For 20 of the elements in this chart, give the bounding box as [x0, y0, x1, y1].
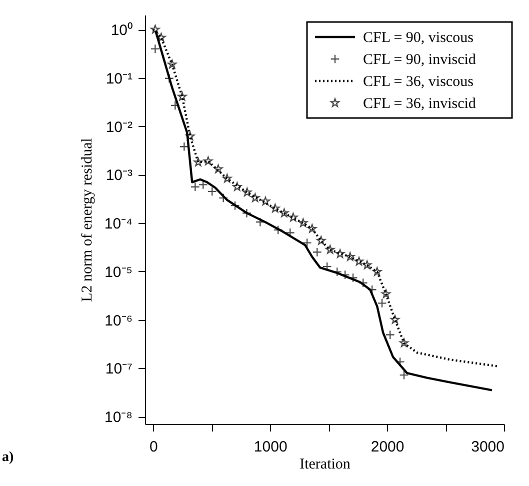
y-axis-title: L2 norm of energy residual	[79, 138, 96, 302]
x-axis-title: Iteration	[300, 456, 351, 472]
y-tick-label: 10⁻³	[106, 167, 132, 184]
x-tick-label: 3000	[471, 438, 504, 456]
y-tick-label: 10⁻⁴	[104, 216, 132, 233]
legend-label: CFL = 36, inviscid	[363, 96, 476, 112]
y-tick-label: 10⁻²	[106, 118, 132, 136]
legend-label: CFL = 90, viscous	[363, 30, 474, 46]
y-tick-label: 10⁻⁸	[104, 409, 132, 426]
legend-label: CFL = 36, viscous	[363, 74, 474, 90]
text: a)	[2, 450, 14, 465]
x-tick-label: 1000	[254, 438, 288, 456]
x-tick-label: 2000	[370, 438, 404, 456]
y-tick-label: 10⁻⁶	[104, 312, 132, 330]
y-tick-label: 10⁰	[110, 22, 132, 40]
y-tick-label: 10⁻¹	[106, 70, 132, 88]
y-tick-label: 10⁻⁵	[104, 264, 132, 281]
x-tick-label: 0	[150, 438, 158, 456]
y-tick-label: 10⁻⁷	[105, 360, 132, 378]
legend-label: CFL = 90, inviscid	[363, 52, 476, 68]
